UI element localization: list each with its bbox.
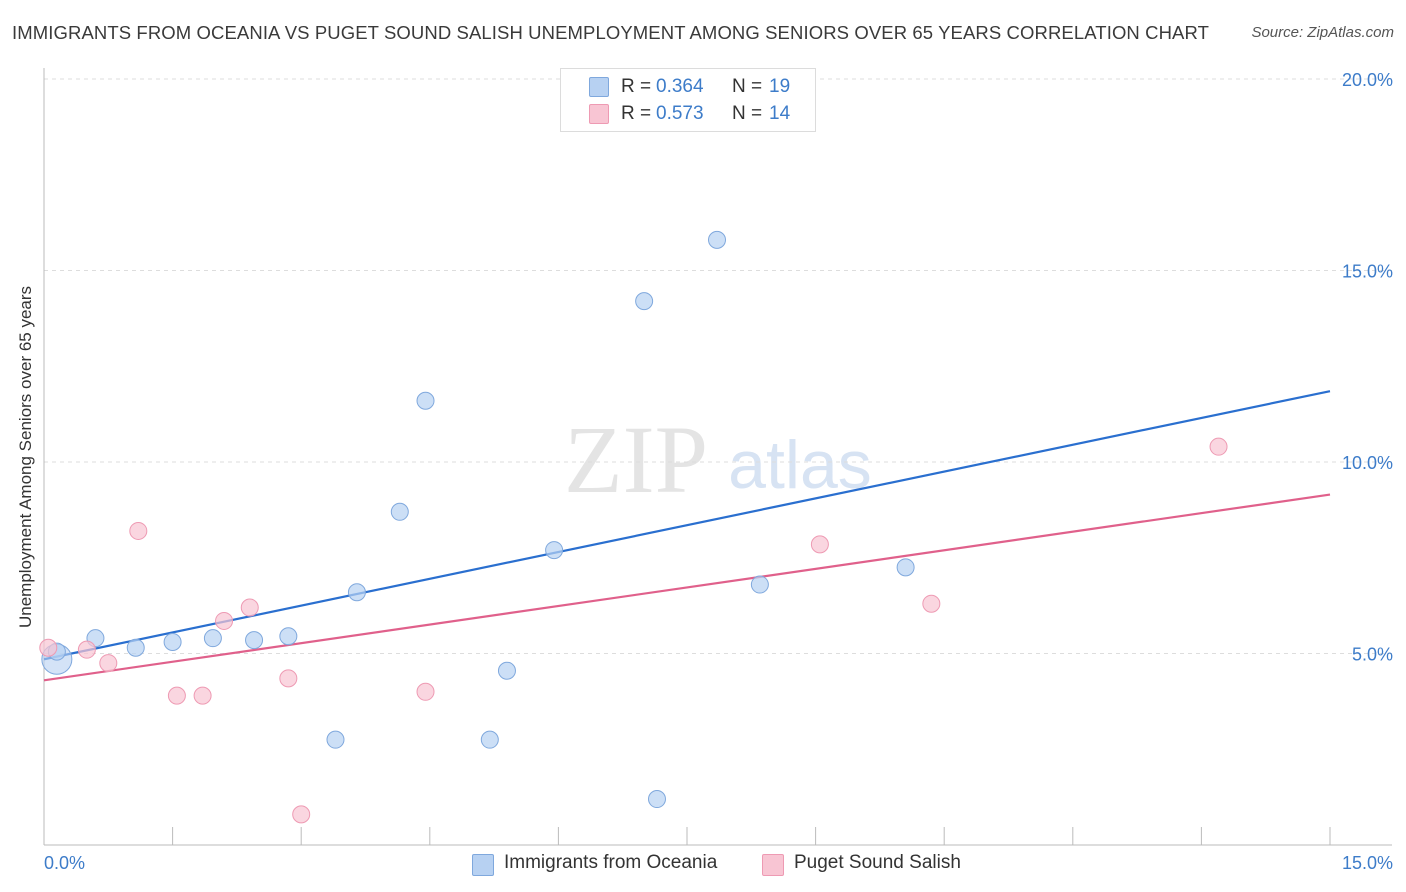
oceania-swatch — [589, 77, 609, 97]
stats-legend: R = 0.364 N = 19 R = 0.573 N = 14 — [560, 68, 816, 132]
oceania-point — [750, 575, 769, 594]
salish-point — [1209, 437, 1228, 456]
oceania-point — [163, 633, 182, 652]
x-tick-label: 0.0% — [44, 853, 85, 873]
salish-point — [292, 805, 311, 824]
oceania-legend-swatch — [472, 854, 494, 876]
oceania-point — [635, 292, 654, 311]
salish-point — [193, 686, 212, 705]
n-value: 19 — [769, 76, 791, 97]
oceania-point — [416, 391, 435, 410]
source-label: Source: ZipAtlas.com — [1251, 24, 1394, 41]
salish-legend-label: Puget Sound Salish — [794, 852, 961, 873]
oceania-point — [647, 790, 666, 809]
salish-point — [129, 521, 148, 540]
salish-legend-swatch — [762, 854, 784, 876]
salish-point — [240, 598, 259, 617]
chart-title: IMMIGRANTS FROM OCEANIA VS PUGET SOUND S… — [12, 22, 1210, 43]
trend-lines — [43, 390, 1331, 682]
r-label: R = — [621, 76, 652, 97]
data-points — [39, 230, 1228, 824]
n-label: N = — [732, 103, 763, 124]
salish-trend-line — [43, 493, 1331, 682]
salish-point — [77, 640, 96, 659]
oceania-point — [347, 583, 366, 602]
salish-point — [215, 611, 234, 630]
salish-point — [39, 638, 58, 657]
oceania-point — [545, 541, 564, 560]
oceania-point — [708, 230, 727, 249]
salish-point — [810, 535, 829, 554]
n-value: 14 — [769, 103, 791, 124]
oceania-point — [896, 558, 915, 577]
x-tick-label: 15.0% — [1342, 853, 1393, 873]
grid-lines — [44, 78, 1392, 654]
oceania-point — [497, 661, 516, 680]
salish-point — [416, 682, 435, 701]
oceania-point — [279, 627, 298, 646]
n-label: N = — [732, 76, 763, 97]
salish-point — [167, 686, 186, 705]
salish-point — [99, 654, 118, 673]
tick-labels: 5.0% 10.0% 15.0% 20.0% 0.0% 15.0% — [44, 70, 1393, 873]
watermark-atlas: atlas — [728, 427, 872, 503]
r-label: R = — [621, 103, 652, 124]
salish-point — [279, 669, 298, 688]
oceania-point — [126, 638, 145, 657]
watermark-zip: ZIP — [564, 406, 708, 513]
r-value: 0.573 — [656, 103, 704, 124]
oceania-trend-line — [43, 390, 1331, 661]
salish-point — [922, 594, 941, 613]
y-tick-label: 5.0% — [1352, 645, 1393, 665]
y-tick-label: 15.0% — [1342, 262, 1393, 282]
oceania-point — [203, 629, 222, 648]
watermark: ZIP atlas — [564, 406, 872, 513]
oceania-point — [326, 730, 345, 749]
salish-swatch — [589, 104, 609, 124]
y-tick-label: 10.0% — [1342, 453, 1393, 473]
oceania-point — [480, 730, 499, 749]
r-value: 0.364 — [656, 76, 704, 97]
y-tick-label: 20.0% — [1342, 70, 1393, 90]
axes — [43, 68, 1392, 846]
oceania-legend-label: Immigrants from Oceania — [504, 852, 718, 873]
oceania-point — [245, 631, 264, 650]
oceania-point — [390, 502, 409, 521]
